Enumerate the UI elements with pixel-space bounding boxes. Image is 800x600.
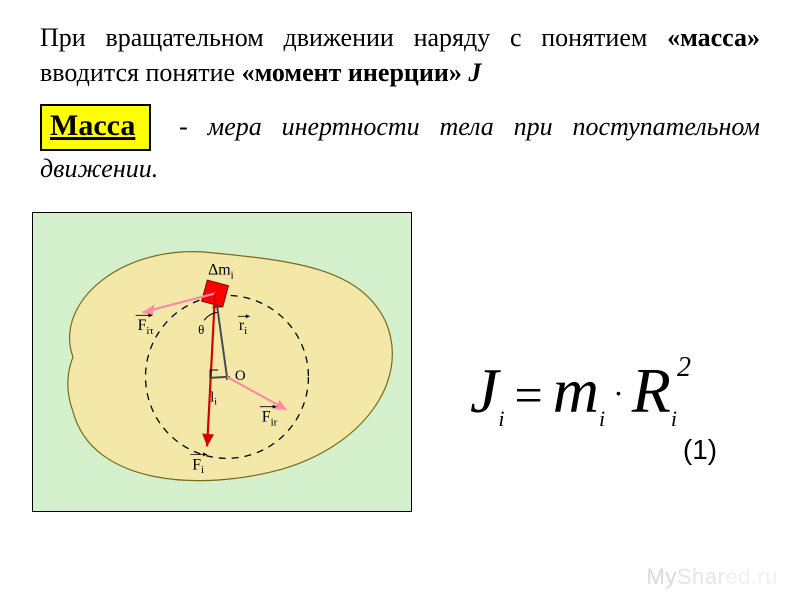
f-J: J bbox=[470, 355, 498, 426]
label-dm: Δmi bbox=[208, 261, 234, 281]
massa-label: Масса bbox=[40, 104, 151, 151]
f-eq: = bbox=[515, 367, 543, 423]
f-R-sup: 2 bbox=[677, 352, 691, 383]
diagram-svg: Δmi Fiτ ri θ O li Fir Fi bbox=[33, 213, 411, 511]
f-m: m bbox=[553, 355, 599, 426]
body-blob bbox=[68, 251, 393, 480]
intro-b: «масса» bbox=[667, 23, 760, 52]
intro-c: вводится понятие bbox=[40, 58, 242, 87]
massa-line: Масса - мера инертности тела при поступа… bbox=[40, 104, 760, 186]
formula: Ji = mi · Ri2 bbox=[470, 352, 800, 432]
f-J-sub: i bbox=[498, 406, 504, 431]
intro-d: «момент инерции» bbox=[242, 58, 462, 87]
formula-block: Ji = mi · Ri2 (1) bbox=[470, 352, 800, 466]
wm-2: Shar bbox=[677, 564, 725, 589]
wm-3: ed.ru bbox=[725, 564, 778, 589]
watermark: MyShared.ru bbox=[647, 564, 778, 590]
f-dot: · bbox=[613, 375, 624, 411]
li-segment bbox=[210, 377, 227, 378]
label-theta: θ bbox=[198, 322, 204, 337]
intro-e: J bbox=[462, 58, 482, 87]
diagram: Δmi Fiτ ri θ O li Fir Fi bbox=[32, 212, 412, 512]
intro-text: При вращательном движении наряду с понят… bbox=[40, 20, 760, 90]
label-O: O bbox=[235, 368, 246, 384]
intro-a: При вращательном движении наряду с понят… bbox=[40, 23, 667, 52]
formula-number: (1) bbox=[590, 434, 800, 466]
f-R-sub: i bbox=[671, 406, 677, 431]
f-m-sub: i bbox=[599, 406, 605, 431]
f-R: R bbox=[632, 355, 671, 426]
wm-1: My bbox=[647, 564, 677, 589]
